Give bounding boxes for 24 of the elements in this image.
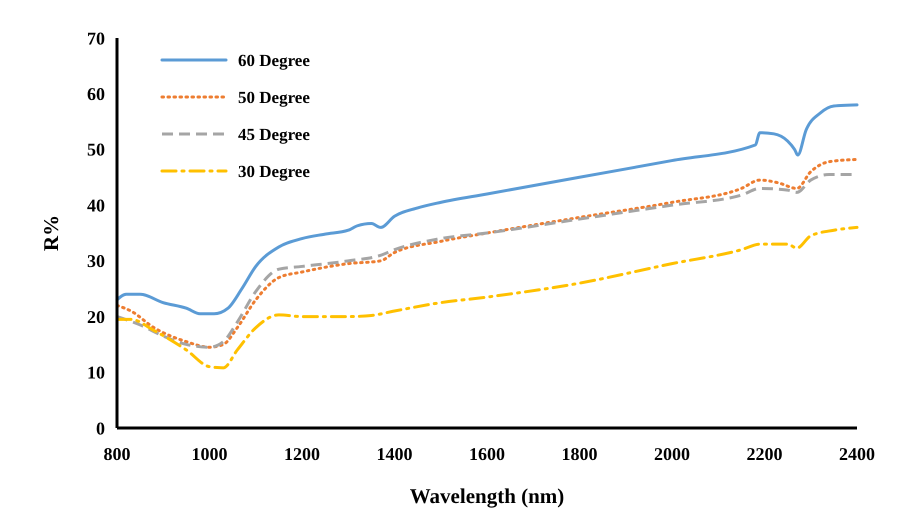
x-axis-title: Wavelength (nm) xyxy=(410,484,564,508)
x-tick-label: 1200 xyxy=(284,444,320,464)
x-tick-label: 1400 xyxy=(376,444,412,464)
line-series xyxy=(116,226,858,370)
legend-label: 45 Degree xyxy=(238,124,310,144)
y-tick-label: 10 xyxy=(87,362,105,383)
legend-label: 50 Degree xyxy=(238,88,310,107)
x-tick-label: 1800 xyxy=(562,444,598,464)
x-tick-label: 2400 xyxy=(839,444,875,464)
x-tick-label: 2200 xyxy=(746,444,782,464)
x-tick-label: 1600 xyxy=(469,444,505,464)
y-axis-title: R% xyxy=(39,214,63,252)
legend-label: 60 Degree xyxy=(238,50,310,70)
y-tick-label: 50 xyxy=(87,140,105,160)
x-tick-label: 2000 xyxy=(654,444,690,464)
y-tick-label: 0 xyxy=(96,418,105,438)
x-tick-label: 800 xyxy=(104,444,130,464)
y-tick-label: 60 xyxy=(87,84,105,104)
legend-label: 30 Degree xyxy=(238,162,310,181)
x-tick-label: 1000 xyxy=(192,444,228,464)
y-tick-label: 30 xyxy=(87,251,105,272)
y-tick-label: 20 xyxy=(87,306,105,327)
y-tick-label: 40 xyxy=(87,195,105,216)
y-tick-label: 70 xyxy=(87,28,105,48)
